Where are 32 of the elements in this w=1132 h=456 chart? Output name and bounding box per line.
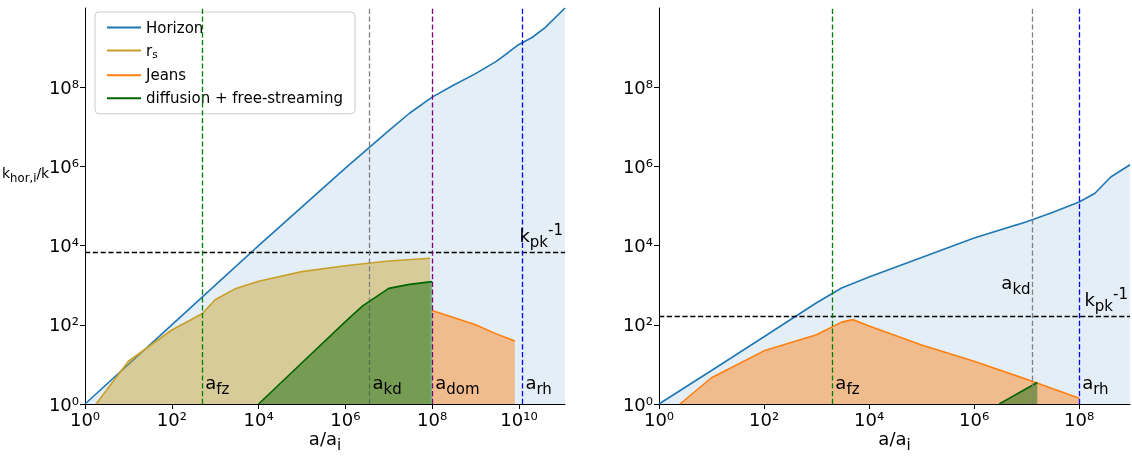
x-tick-label: 10² (748, 408, 780, 430)
y-axis-title: k$_{hor,i}$/k (2, 165, 50, 185)
y-tick-label: 10² (622, 314, 653, 336)
ref-line-label: a$_{kd}$ (1001, 272, 1031, 298)
x-tick-label: 10⁰ (643, 408, 675, 430)
x-tick-label: 10⁸ (417, 408, 448, 430)
annotation: a$_{dom}$ (435, 372, 480, 398)
x-tick-label: 10⁰ (69, 408, 101, 430)
y-tick-label: 10⁸ (622, 76, 653, 98)
x-tick-label: 10⁶ (959, 408, 990, 430)
x-tick-label: 10⁸ (1064, 408, 1095, 430)
legend-label: Jeans (145, 66, 187, 85)
x-axis-title: a/a$_{i}$ (878, 428, 911, 454)
x-tick-label: 10⁴ (243, 408, 274, 430)
annotation: a$_{fz}$ (205, 372, 230, 398)
x-tick-label: 10¹⁰ (500, 408, 538, 430)
y-tick-label: 10⁴ (622, 235, 653, 257)
x-tick-label: 10⁶ (330, 408, 361, 430)
legend-label: diffusion + free-streaming (146, 89, 344, 108)
annotation: a$_{fz}$ (835, 372, 860, 398)
annotation: a$_{rh}$ (1082, 372, 1109, 398)
x-tick-label: 10² (156, 408, 187, 430)
y-tick-label: 10⁶ (622, 155, 653, 177)
y-tick-label: 10⁶ (48, 155, 79, 177)
y-tick-label: 10² (48, 314, 79, 336)
x-tick-label: 10⁴ (854, 408, 885, 430)
annotation: a$_{kd}$ (372, 372, 402, 398)
x-axis-title: a/a$_{i}$ (308, 428, 342, 454)
y-tick-label: 10⁸ (48, 76, 79, 98)
legend-label: Horizon (146, 18, 204, 37)
y-tick-label: 10⁴ (48, 235, 79, 257)
annotation: a$_{rh}$ (525, 372, 552, 398)
